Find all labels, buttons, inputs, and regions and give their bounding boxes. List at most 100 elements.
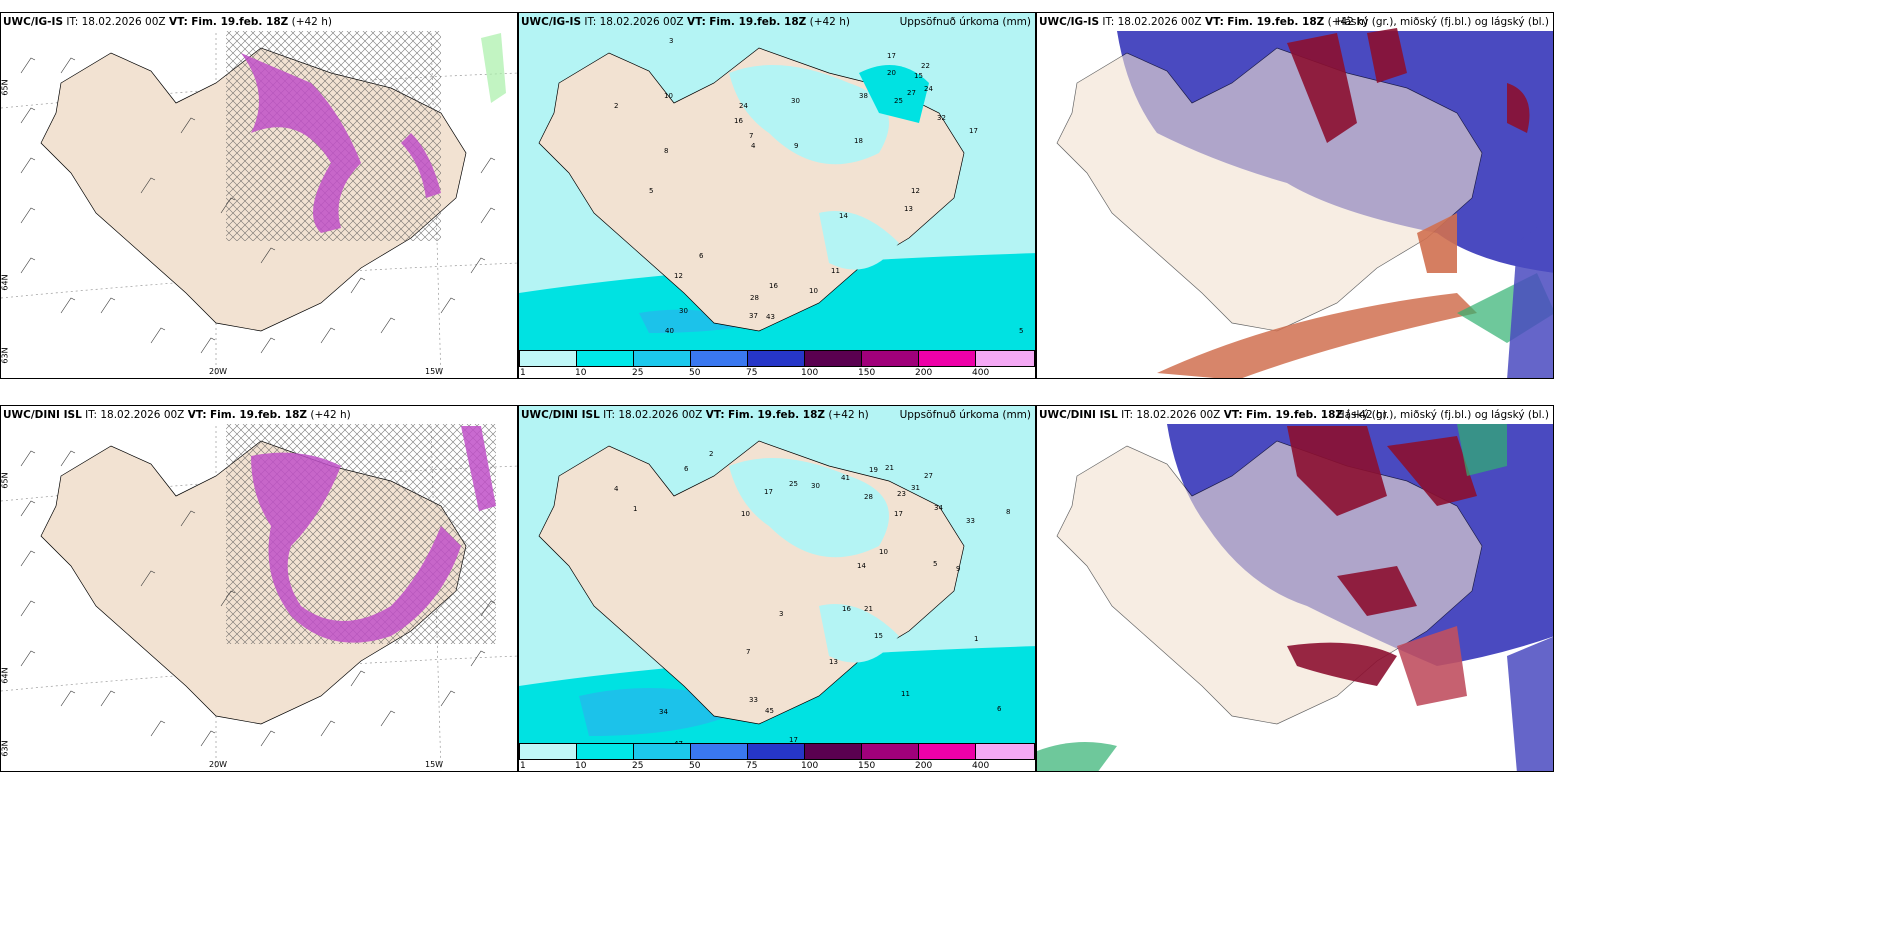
precip-value: 17 [887,52,896,60]
precip-value: 11 [831,267,840,275]
colorbar-tick: 1 [520,761,526,771]
panel-title: UWC/DINI ISL IT: 18.02.2026 00Z VT: Fim.… [521,409,869,421]
precip-value: 4 [751,142,756,150]
precip-value: 24 [739,102,748,110]
precip-map: 3 2 5 8 10 24 16 30 38 17 20 15 22 25 27… [519,13,1035,353]
precip-value: 25 [789,480,798,488]
precip-value: 15 [914,72,923,80]
precip-value: 6 [684,465,689,473]
precip-value: 25 [894,97,903,105]
colorbar-swatch [804,350,862,367]
panel-title: UWC/DINI ISL IT: 18.02.2026 00Z VT: Fim.… [3,409,351,421]
precip-value: 33 [966,517,975,525]
cloud-title: Háský (gr.), miðský (fj.bl.) og lágský (… [1336,409,1549,421]
panel-title: UWC/IG-IS IT: 18.02.2026 00Z VT: Fim. 19… [1039,16,1368,28]
precip-value: 7 [749,132,753,140]
precip-value: 13 [829,658,838,666]
precip-value: 16 [769,282,778,290]
precip-value: 10 [664,92,673,100]
precip-value: 3 [779,610,783,618]
precip-value: 30 [811,482,820,490]
precip-value: 34 [934,504,943,512]
panel-title: UWC/IG-IS IT: 18.02.2026 00Z VT: Fim. 19… [521,16,850,28]
wind-panel-top: UWC/IG-IS IT: 18.02.2026 00Z VT: Fim. 19… [0,12,518,379]
cloud-map [1037,406,1553,771]
colorbar-tick: 400 [972,368,990,378]
colorbar-swatch [576,743,634,760]
wind-panel-bottom: UWC/DINI ISL IT: 18.02.2026 00Z VT: Fim.… [0,405,518,772]
precip-value: 10 [741,510,750,518]
precip-value: 34 [659,708,668,716]
colorbar-tick: 400 [972,761,990,771]
precip-value: 20 [887,69,896,77]
lat-label: 65N [0,79,10,96]
precip-value: 21 [864,605,873,613]
colorbar-swatch [576,350,634,367]
precip-title: Uppsöfnuð úrkoma (mm) [899,409,1031,421]
precip-value: 21 [885,464,894,472]
precip-value: 23 [897,490,906,498]
precip-value: 12 [674,272,683,280]
colorbar-swatch [918,743,976,760]
precip-value: 15 [874,632,883,640]
precip-value: 6 [997,705,1002,713]
cloud-panel-bottom: UWC/DINI ISL IT: 18.02.2026 00Z VT: Fim.… [1036,405,1554,772]
colorbar-swatch [519,743,577,760]
colorbar-tick: 75 [746,368,758,378]
colorbar-swatch [690,350,748,367]
cloud-title: Háský (gr.), miðský (fj.bl.) og lágský (… [1336,16,1549,28]
colorbar-tick: 75 [746,761,758,771]
precip-value: 5 [649,187,653,195]
precip-value: 2 [614,102,618,110]
colorbar-tick: 10 [575,368,587,378]
colorbar-tick: 200 [915,761,933,771]
precip-value: 8 [664,147,668,155]
precip-value: 10 [879,548,888,556]
precip-value: 18 [854,137,863,145]
precip-value: 9 [794,142,798,150]
colorbar-tick: 150 [858,761,876,771]
wind-map [1,31,517,378]
precip-value: 19 [869,466,878,474]
colorbar-tick: 25 [632,368,644,378]
colorbar-swatch [519,350,577,367]
precip-value: 30 [791,97,800,105]
colorbar-tick: 100 [801,761,819,771]
precip-panel-bottom: UWC/DINI ISL IT: 18.02.2026 00Z VT: Fim.… [518,405,1036,772]
colorbar-swatch [633,350,691,367]
precip-value: 14 [839,212,848,220]
precip-value: 2 [709,450,713,458]
precip-value: 9 [956,565,960,573]
precip-value: 32 [937,114,946,122]
colorbar-tick: 100 [801,368,819,378]
precip-value: 28 [864,493,873,501]
precip-value: 8 [1006,508,1010,516]
precip-value: 3 [669,37,673,45]
colorbar: 1 10 25 50 75 100 150 200 400 [519,743,1035,771]
cloud-panel-top: UWC/IG-IS IT: 18.02.2026 00Z VT: Fim. 19… [1036,12,1554,379]
colorbar-tick: 25 [632,761,644,771]
colorbar-tick: 50 [689,368,701,378]
precip-value: 5 [1019,327,1023,335]
precip-value: 16 [842,605,851,613]
lat-label: 64N [0,274,10,291]
precip-band [241,53,361,233]
lat-label: 64N [0,667,10,684]
precip-value: 11 [901,690,910,698]
precip-value: 17 [969,127,978,135]
precip-value: 40 [665,327,674,335]
colorbar-tick: 150 [858,368,876,378]
precip-value: 6 [699,252,704,260]
wind-map [1,424,517,771]
panel-title: UWC/DINI ISL IT: 18.02.2026 00Z VT: Fim.… [1039,409,1387,421]
precip-panel-top: UWC/IG-IS IT: 18.02.2026 00Z VT: Fim. 19… [518,12,1036,379]
lat-label: 63N [0,740,10,757]
colorbar-swatch [861,350,919,367]
precip-value: 28 [750,294,759,302]
precip-value: 4 [614,485,619,493]
precip-value: 1 [974,635,978,643]
precip-value: 17 [894,510,903,518]
colorbar-swatch [747,350,805,367]
colorbar: 1 10 25 50 75 100 150 200 400 [519,350,1035,378]
precip-title: Uppsöfnuð úrkoma (mm) [899,16,1031,28]
